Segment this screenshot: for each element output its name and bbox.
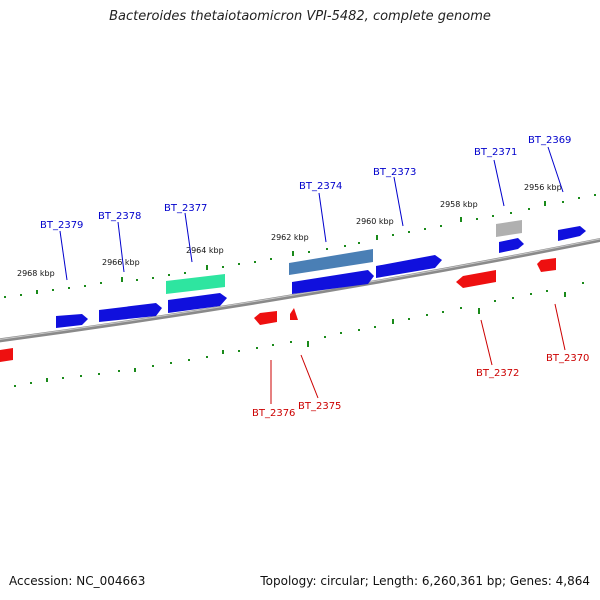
label-bt2369: BT_2369	[528, 135, 571, 146]
gene-bt2369[interactable]	[558, 226, 586, 241]
kbp-label-2966: 2966 kbp	[102, 258, 140, 267]
genome-backbone-highlight	[0, 238, 600, 340]
gene-bt2374[interactable]	[289, 249, 373, 275]
kbp-label-2964: 2964 kbp	[186, 246, 224, 255]
kbp-label-2958: 2958 kbp	[440, 200, 478, 209]
gene-bt2372[interactable]	[456, 270, 496, 288]
kbp-label-2968: 2968 kbp	[17, 269, 55, 278]
gene-bt2377-alt[interactable]	[166, 274, 225, 294]
label-bt2374: BT_2374	[299, 181, 342, 192]
lower-tick-track	[14, 282, 584, 387]
gene-bt2378[interactable]	[99, 303, 162, 322]
gene-left-edge[interactable]	[0, 348, 13, 362]
label-bt2376: BT_2376	[252, 408, 295, 419]
label-bt2372: BT_2372	[476, 368, 519, 379]
label-bt2377: BT_2377	[164, 203, 207, 214]
label-connectors	[59, 146, 566, 404]
label-bt2378: BT_2378	[98, 211, 141, 222]
reverse-genes	[0, 258, 556, 362]
gene-bt2375[interactable]	[290, 308, 298, 320]
kbp-label-2962: 2962 kbp	[271, 233, 309, 242]
gene-bt2370[interactable]	[537, 258, 556, 272]
kbp-label-2960: 2960 kbp	[356, 217, 394, 226]
gene-bt2371[interactable]	[499, 238, 524, 253]
genome-backbone	[0, 237, 600, 343]
label-bt2373: BT_2373	[373, 167, 416, 178]
genome-title: Bacteroides thetaiotaomicron VPI-5482, c…	[109, 9, 491, 24]
forward-genes	[56, 220, 586, 328]
gene-bt2373[interactable]	[376, 255, 442, 278]
gene-bt2376[interactable]	[254, 311, 277, 325]
gene-bt2379[interactable]	[56, 314, 88, 328]
gene-bt2374-b[interactable]	[292, 270, 374, 294]
accession-text: Accession: NC_004663	[9, 574, 146, 588]
kbp-label-2956: 2956 kbp	[524, 183, 562, 192]
label-bt2375: BT_2375	[298, 401, 341, 412]
label-bt2370: BT_2370	[546, 353, 589, 364]
genome-stats: Topology: circular; Length: 6,260,361 bp…	[260, 574, 590, 588]
label-bt2371: BT_2371	[474, 147, 517, 158]
upper-tick-track	[4, 194, 596, 298]
label-bt2379: BT_2379	[40, 220, 83, 231]
gene-bt2371-grey[interactable]	[496, 220, 522, 237]
gene-bt2377[interactable]	[168, 293, 227, 313]
